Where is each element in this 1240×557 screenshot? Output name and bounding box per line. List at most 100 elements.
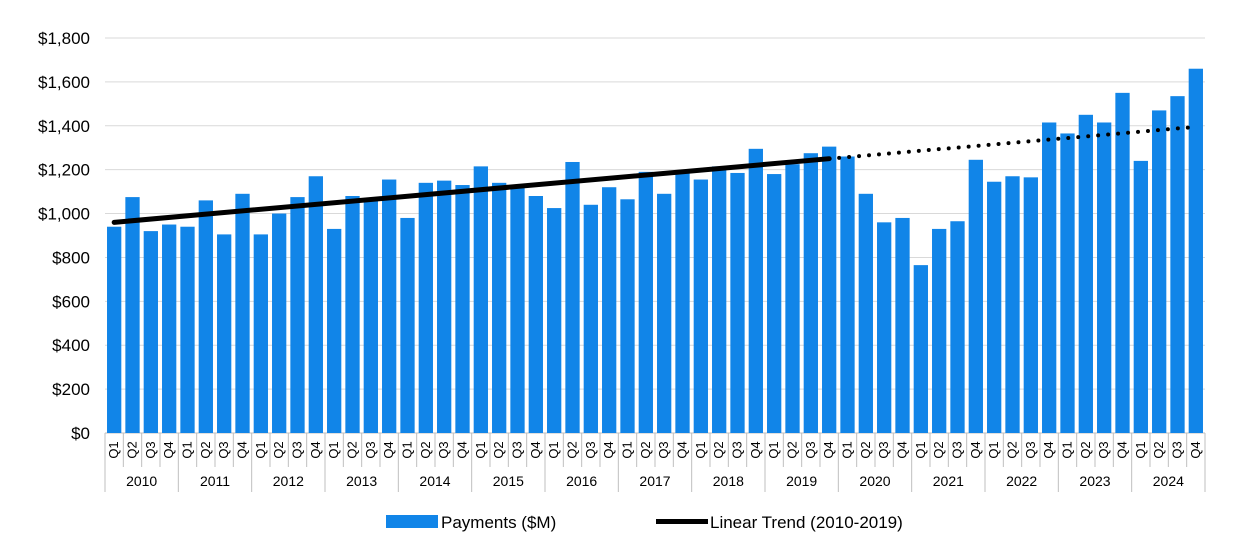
bar — [987, 181, 1002, 433]
x-tick-label-quarter: Q2 — [785, 441, 800, 458]
x-tick-label-quarter: Q2 — [565, 441, 580, 458]
bar — [877, 222, 892, 433]
bar — [107, 226, 122, 433]
bar — [730, 172, 745, 434]
x-tick-label-year: 2017 — [639, 473, 670, 489]
x-tick-label-quarter: Q2 — [198, 441, 213, 458]
legend-swatch-payments — [386, 515, 438, 528]
legend: Payments ($M) Linear Trend (2010-2019) — [386, 513, 903, 532]
bar — [217, 234, 232, 433]
legend-label-payments: Payments ($M) — [441, 513, 556, 532]
x-tick-label-quarter: Q1 — [766, 441, 781, 458]
bar — [1060, 133, 1075, 434]
x-tick-label-quarter: Q2 — [418, 441, 433, 458]
x-tick-label-year: 2014 — [419, 473, 450, 489]
x-tick-label-year: 2020 — [859, 473, 890, 489]
x-tick-label-quarter: Q1 — [913, 441, 928, 458]
x-tick-label-quarter: Q1 — [986, 441, 1001, 458]
bar — [1005, 176, 1020, 433]
x-tick-label-quarter: Q3 — [876, 441, 891, 458]
bar — [345, 196, 360, 433]
x-tick-label-quarter: Q3 — [583, 441, 598, 458]
bars-group — [107, 68, 1203, 434]
bar — [418, 182, 433, 433]
bar — [1042, 122, 1057, 433]
x-tick-label-year: 2021 — [933, 473, 964, 489]
x-tick-label-quarter: Q1 — [620, 441, 635, 458]
x-tick-label-quarter: Q2 — [711, 441, 726, 458]
x-tick-label-quarter: Q4 — [455, 441, 470, 458]
bar — [803, 153, 818, 434]
bar — [968, 159, 983, 433]
x-tick-label-year: 2022 — [1006, 473, 1037, 489]
x-tick-label-quarter: Q4 — [895, 441, 910, 458]
bar — [858, 193, 873, 433]
bar — [1023, 177, 1038, 433]
bar — [840, 156, 855, 433]
y-tick-label: $1,400 — [38, 117, 90, 136]
x-tick-label-quarter: Q4 — [381, 441, 396, 458]
x-tick-label-quarter: Q4 — [748, 441, 763, 458]
bar — [1133, 160, 1148, 433]
x-tick-label-quarter: Q3 — [1096, 441, 1111, 458]
x-tick-label-quarter: Q4 — [1115, 441, 1130, 458]
x-tick-label-quarter: Q4 — [601, 441, 616, 458]
bar — [932, 228, 947, 433]
bar — [492, 182, 507, 433]
bar — [510, 187, 525, 433]
x-tick-label-quarter: Q4 — [675, 441, 690, 458]
x-tick-label-year: 2024 — [1153, 473, 1184, 489]
bar — [1097, 122, 1112, 433]
y-tick-label: $600 — [52, 292, 90, 311]
x-tick-label-quarter: Q4 — [161, 441, 176, 458]
x-tick-label-quarter: Q2 — [931, 441, 946, 458]
bar — [895, 217, 910, 433]
x-tick-label-year: 2011 — [200, 473, 230, 489]
x-tick-label-quarter: Q4 — [235, 441, 250, 458]
x-tick-label-quarter: Q3 — [730, 441, 745, 458]
x-tick-label-quarter: Q1 — [693, 441, 708, 458]
x-axis: Q1 Q2 Q3 Q4 Q1 Q2 Q3 Q4 Q1 Q2 Q3 Q4 Q1 Q2 Q3 Q4 Q1 Q2 Q3 Q4… — [104, 433, 1206, 492]
bar — [1115, 92, 1130, 433]
y-tick-label: $200 — [52, 380, 90, 399]
x-tick-label-quarter: Q2 — [125, 441, 140, 458]
x-tick-label-year: 2013 — [346, 473, 377, 489]
bar — [1078, 114, 1093, 434]
bar — [1170, 96, 1185, 434]
x-tick-label-quarter: Q2 — [491, 441, 506, 458]
bar — [602, 187, 617, 433]
x-tick-label-quarter: Q2 — [1151, 441, 1166, 458]
y-axis: $0 $200 $400 $600 $800 $1,000 $1,200 $1,400 $1,6… — [38, 29, 90, 443]
x-tick-label-year: 2016 — [566, 473, 597, 489]
x-tick-label-quarter: Q1 — [546, 441, 561, 458]
y-tick-label: $1,600 — [38, 73, 90, 92]
bar — [583, 204, 598, 433]
x-tick-label-quarter: Q4 — [1041, 441, 1056, 458]
x-tick-label-quarter: Q3 — [290, 441, 305, 458]
x-tick-label-quarter: Q3 — [803, 441, 818, 458]
x-tick-label-quarter: Q1 — [473, 441, 488, 458]
bar — [657, 193, 672, 433]
bar — [693, 179, 708, 433]
x-tick-label-quarter: Q2 — [858, 441, 873, 458]
x-tick-label-quarter: Q3 — [950, 441, 965, 458]
trend-line — [111, 156, 832, 225]
bar — [162, 224, 177, 433]
x-tick-label-quarter: Q2 — [271, 441, 286, 458]
x-tick-label-year: 2012 — [273, 473, 304, 489]
bar — [785, 164, 800, 434]
y-tick-label: $1,200 — [38, 161, 90, 180]
bar — [272, 213, 287, 433]
x-tick-label-quarter: Q2 — [1078, 441, 1093, 458]
bar — [675, 170, 690, 433]
y-tick-label: $1,000 — [38, 205, 90, 224]
y-tick-label: $1,800 — [38, 29, 90, 48]
x-tick-label-quarter: Q3 — [656, 441, 671, 458]
x-tick-label-year: 2023 — [1079, 473, 1110, 489]
x-tick-label-quarter: Q4 — [968, 441, 983, 458]
bar — [253, 234, 268, 433]
x-tick-label-year: 2019 — [786, 473, 817, 489]
bar — [363, 200, 378, 433]
bar — [638, 171, 653, 433]
x-tick-label-year: 2015 — [493, 473, 524, 489]
